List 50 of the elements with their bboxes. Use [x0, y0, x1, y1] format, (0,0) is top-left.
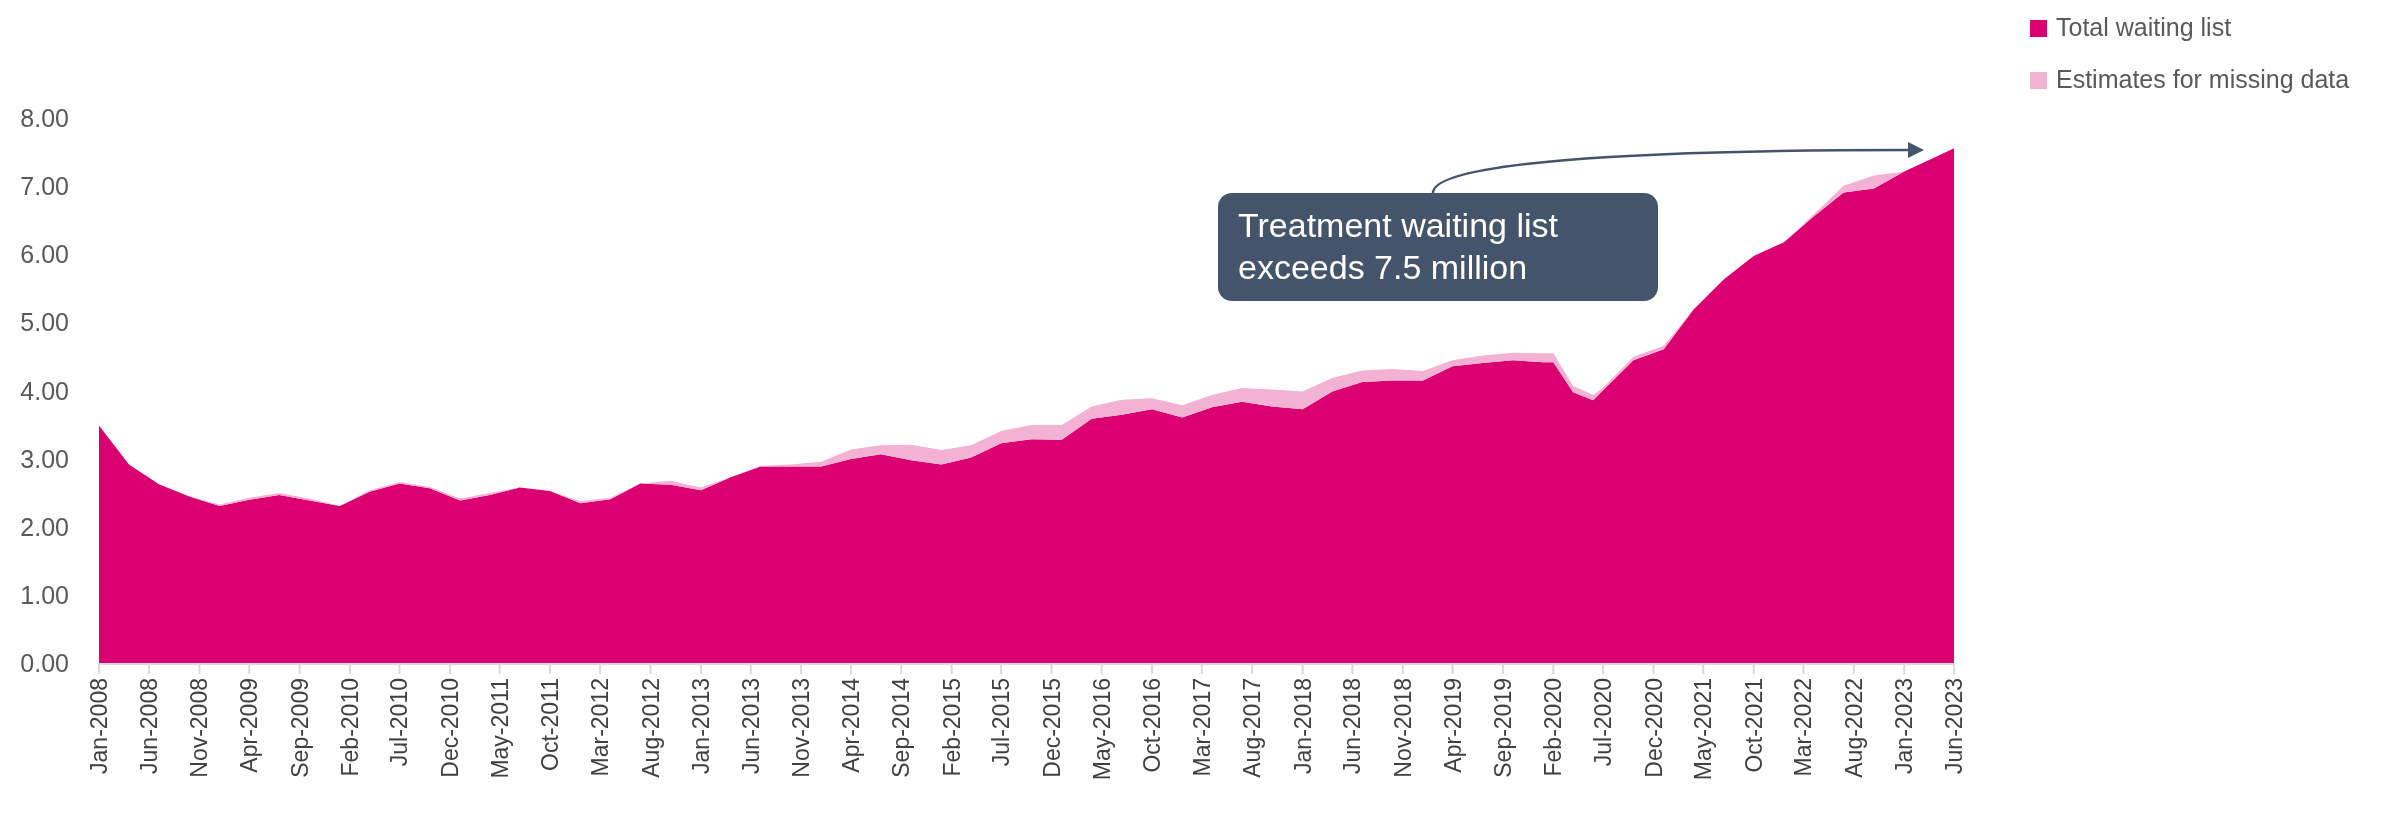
x-tick-label: Feb-2010	[337, 678, 364, 777]
x-tick-label: Jan-2008	[86, 678, 112, 774]
x-tick-label: Jan-2018	[1289, 678, 1316, 774]
x-tick-label: Nov-2018	[1389, 678, 1416, 778]
x-tick-label: May-2016	[1088, 678, 1115, 781]
x-tick-label: Jun-2008	[136, 678, 163, 774]
x-tick-label: Sep-2019	[1489, 678, 1516, 778]
x-tick-label: Aug-2012	[637, 678, 664, 778]
x-tick-label: May-2011	[486, 678, 513, 779]
legend-label: Estimates for missing data	[2056, 65, 2350, 93]
y-tick-label: 4.00	[20, 376, 69, 405]
x-tick-label: Sep-2009	[286, 678, 313, 778]
x-tick-label: Feb-2020	[1540, 678, 1567, 777]
x-tick-label: Jul-2020	[1590, 678, 1617, 767]
x-tick-label: May-2021	[1690, 678, 1717, 781]
y-tick-label: 5.00	[20, 308, 69, 337]
annotation: Treatment waiting list exceeds 7.5 million	[1238, 206, 1559, 286]
legend-label: Total waiting list	[2056, 13, 2232, 41]
y-tick-label: 0.00	[20, 649, 69, 677]
x-tick-label: Jan-2023	[1891, 678, 1918, 774]
x-tick-label: Aug-2017	[1239, 678, 1266, 778]
x-tick-label: Dec-2020	[1640, 678, 1667, 778]
x-tick-label: Jun-2018	[1339, 678, 1366, 774]
x-tick-label: Nov-2013	[788, 678, 815, 778]
x-tick-label: Jun-2013	[737, 678, 764, 774]
x-tick-label: Apr-2019	[1439, 678, 1466, 773]
y-tick-label: 1.00	[20, 580, 69, 609]
y-tick-label: 7.00	[20, 172, 69, 201]
x-tick-label: Nov-2008	[186, 678, 213, 778]
y-tick-label: 6.00	[20, 240, 69, 269]
x-tick-label: Mar-2012	[587, 678, 614, 777]
x-tick-label: Sep-2014	[888, 677, 915, 778]
x-tick-label: Dec-2010	[436, 678, 463, 778]
x-tick-label: Jun-2023	[1941, 678, 1967, 774]
x-tick-label: Mar-2022	[1790, 678, 1817, 777]
x-tick-label: Feb-2015	[938, 678, 965, 777]
x-tick-label: Mar-2017	[1188, 678, 1215, 777]
x-tick-label: Oct-2021	[1740, 678, 1767, 773]
x-tick-label: Jul-2010	[386, 678, 413, 767]
x-tick-label: Apr-2014	[837, 677, 864, 773]
x-tick-label: Jul-2015	[988, 678, 1015, 767]
x-tick-label: Apr-2009	[236, 678, 263, 773]
x-tick-label: Dec-2015	[1038, 678, 1065, 778]
y-tick-label: 3.00	[20, 444, 69, 473]
x-tick-label: Jan-2013	[687, 678, 714, 774]
y-tick-label: 8.00	[20, 104, 69, 132]
x-tick-label: Oct-2011	[537, 678, 564, 771]
x-tick-label: Oct-2016	[1139, 678, 1166, 773]
y-tick-label: 2.00	[20, 512, 69, 541]
x-tick-label: Aug-2022	[1840, 678, 1867, 778]
